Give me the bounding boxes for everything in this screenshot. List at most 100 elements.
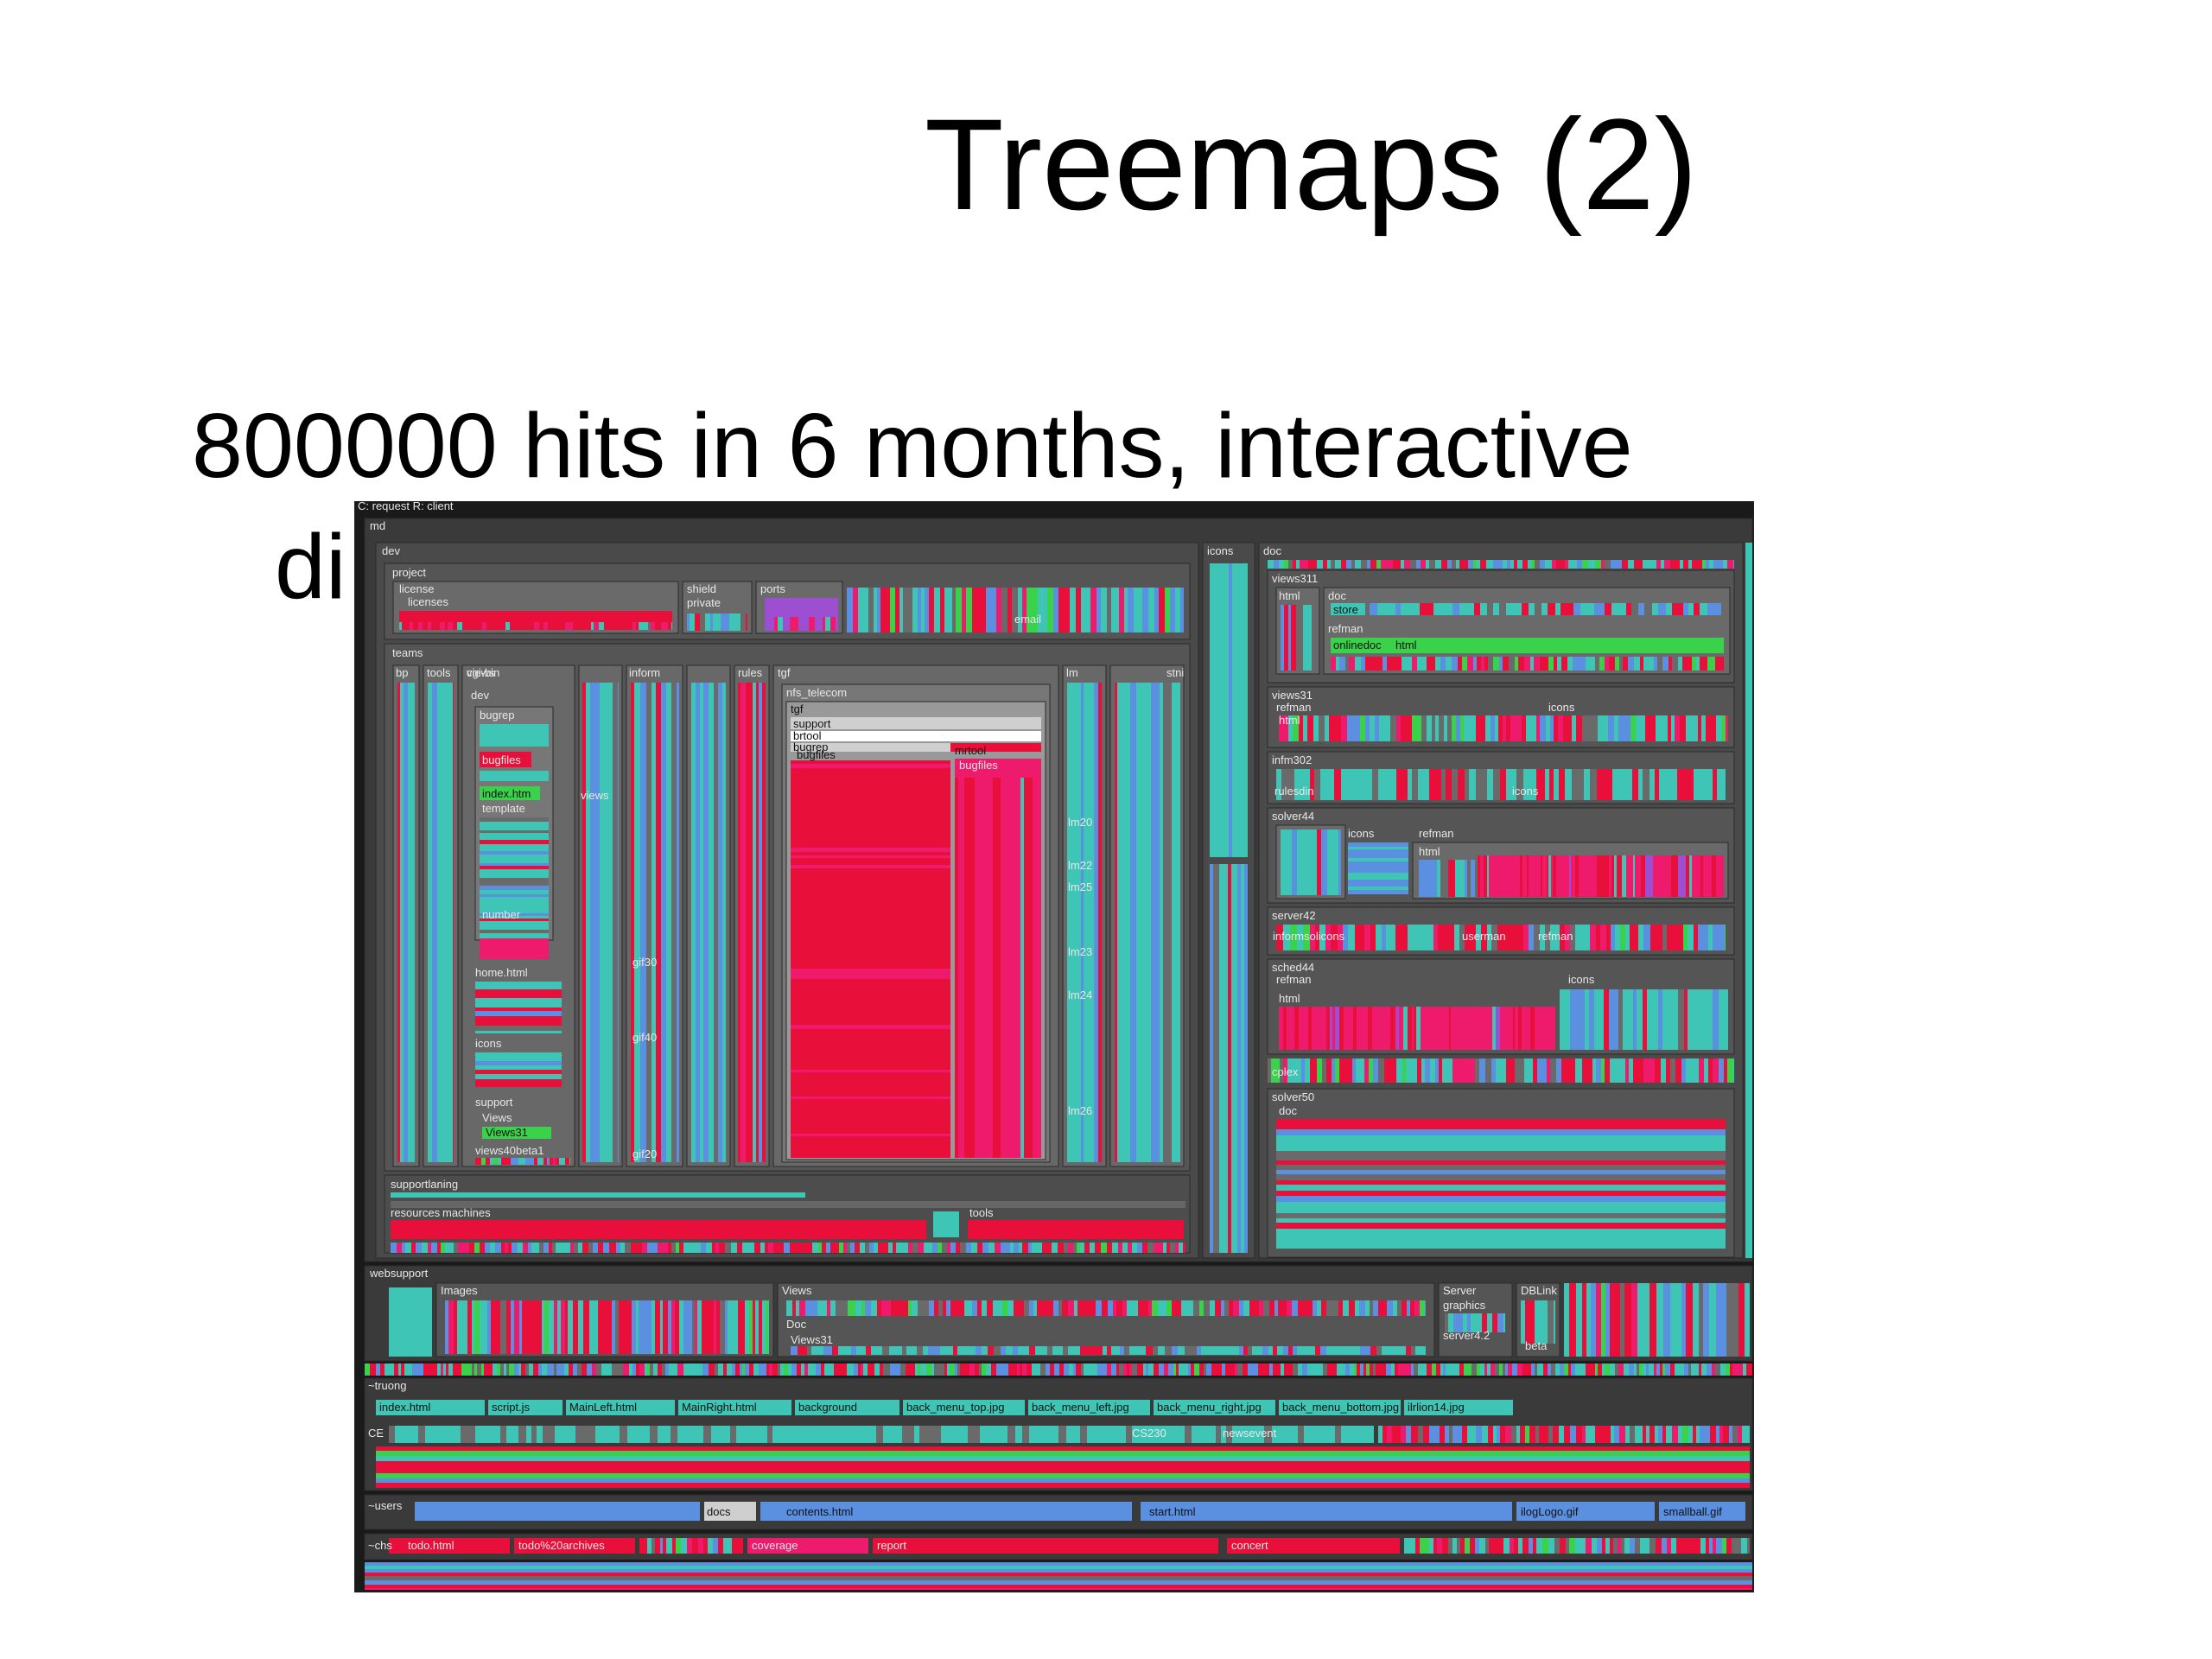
treemap-strip <box>453 622 457 630</box>
treemap-strip <box>1348 887 1408 890</box>
treemap-strip <box>985 778 987 1158</box>
treemap-strip <box>500 1300 504 1354</box>
treemap-strip <box>1490 560 1493 569</box>
treemap-strip <box>1054 1363 1059 1376</box>
treemap-strip <box>791 861 950 865</box>
treemap-strip <box>1387 1300 1393 1316</box>
treemap-strip <box>1505 1426 1511 1443</box>
treemap-strip <box>1432 657 1435 671</box>
treemap-strip <box>1643 925 1650 950</box>
treemap-strip <box>636 1363 639 1376</box>
treemap-label-refman-d: refman <box>1538 930 1573 943</box>
treemap-strip <box>484 1363 489 1376</box>
treemap-strip <box>1713 1058 1719 1083</box>
treemap-strip <box>843 1243 847 1253</box>
treemap-strip <box>475 995 562 998</box>
treemap-strip <box>1313 1058 1317 1083</box>
treemap-strip <box>778 617 783 631</box>
treemap-strip <box>732 1538 735 1554</box>
treemap-strip <box>738 1300 742 1354</box>
treemap-strip <box>1416 1007 1421 1050</box>
treemap-tile <box>1331 638 1724 653</box>
treemap-strip <box>652 1243 658 1253</box>
treemap-strip <box>1542 855 1544 897</box>
treemap-strip <box>1429 1538 1433 1554</box>
treemap-strip <box>537 1426 543 1443</box>
treemap-strip <box>1565 769 1572 800</box>
treemap-strip <box>453 683 454 1162</box>
treemap-strip <box>980 1426 987 1443</box>
treemap-strip <box>1370 1300 1373 1316</box>
treemap-strip <box>791 772 950 776</box>
treemap-strip <box>1316 1426 1321 1443</box>
treemap-strip <box>1073 1243 1077 1253</box>
treemap-strip <box>791 1106 950 1110</box>
treemap-strip <box>472 1363 474 1376</box>
treemap-strip <box>1210 563 1215 857</box>
treemap-label-report: report <box>877 1539 906 1552</box>
treemap-strip <box>1283 925 1290 950</box>
treemap-strip <box>1536 769 1541 800</box>
treemap-strip <box>475 1052 562 1057</box>
treemap-strip <box>480 897 549 900</box>
treemap-strip <box>1643 1363 1646 1376</box>
treemap-label-todo-html: todo.html <box>408 1539 454 1552</box>
treemap-strip <box>721 613 726 631</box>
treemap-strip <box>490 1243 495 1253</box>
treemap-strip <box>1360 1346 1364 1355</box>
treemap-strip <box>662 1363 665 1376</box>
treemap-strip <box>1509 657 1515 671</box>
treemap-label-supportlaning: supportlaning <box>391 1178 458 1191</box>
treemap-strip <box>1582 1058 1586 1083</box>
treemap-strip <box>1408 657 1412 671</box>
treemap-strip <box>652 1300 655 1354</box>
treemap-strip <box>480 855 549 857</box>
treemap-strip <box>599 622 604 630</box>
treemap-strip <box>1699 989 1705 1050</box>
treemap-strip <box>1376 560 1381 569</box>
treemap-strip <box>391 1227 926 1230</box>
treemap-strip <box>1725 925 1726 950</box>
treemap-strip <box>764 1363 766 1376</box>
treemap-strip <box>1339 1058 1344 1083</box>
treemap-strip <box>1435 1058 1439 1083</box>
treemap-strip <box>601 1363 607 1376</box>
treemap-strip <box>1288 605 1291 671</box>
treemap-strip <box>730 1426 736 1443</box>
treemap-strip <box>594 683 600 1162</box>
treemap-strip <box>1537 1007 1540 1050</box>
treemap-strip <box>605 683 610 1162</box>
treemap-strip <box>391 1230 926 1235</box>
treemap-strip <box>1019 1243 1022 1253</box>
treemap-strip <box>1619 603 1626 615</box>
treemap-strip <box>765 1243 768 1253</box>
treemap-strip <box>1319 715 1325 741</box>
treemap-strip <box>568 1300 573 1354</box>
treemap-strip <box>1662 715 1668 741</box>
treemap-strip <box>883 1426 890 1443</box>
treemap-strip <box>807 1346 811 1355</box>
treemap-strip <box>642 1300 646 1354</box>
treemap-strip <box>804 1363 808 1376</box>
treemap-strip <box>1491 1363 1495 1376</box>
treemap-strip <box>1482 1313 1487 1332</box>
treemap-strip <box>791 999 950 1003</box>
treemap-strip <box>508 1243 512 1253</box>
treemap-strip <box>610 683 613 1162</box>
treemap-strip <box>1409 1538 1415 1554</box>
treemap-strip <box>791 1038 950 1040</box>
treemap-strip <box>1447 1007 1449 1050</box>
treemap-strip <box>1322 1007 1326 1050</box>
treemap-strip <box>1429 560 1435 569</box>
treemap-strip <box>1683 769 1688 800</box>
treemap-strip <box>1600 925 1606 950</box>
treemap-strip <box>683 1243 688 1253</box>
treemap-strip <box>888 1243 893 1253</box>
treemap-strip <box>931 1363 934 1376</box>
treemap-strip <box>1580 925 1586 950</box>
treemap-strip <box>1185 1426 1192 1443</box>
treemap-strip <box>1460 1007 1464 1050</box>
treemap-strip <box>1656 715 1659 741</box>
treemap-strip <box>497 622 502 630</box>
treemap-strip <box>1036 1426 1042 1443</box>
